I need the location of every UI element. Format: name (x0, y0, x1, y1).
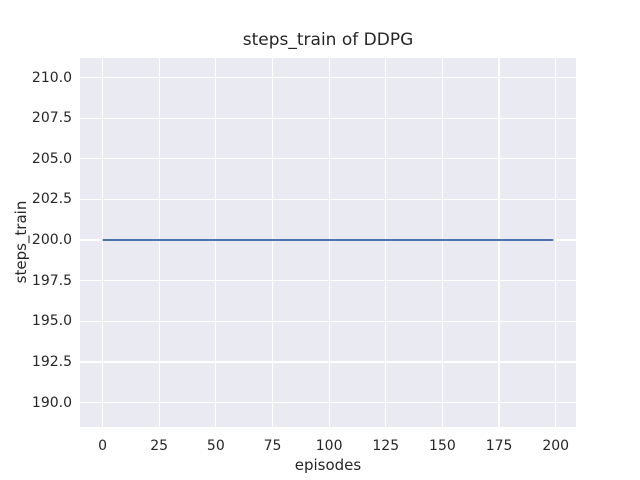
gridline-horizontal (80, 198, 576, 200)
gridline-vertical (215, 58, 217, 427)
y-tick-label: 195.0 (31, 313, 72, 330)
y-tick-label: 205.0 (31, 150, 72, 167)
x-tick-label: 0 (98, 438, 107, 454)
gridline-horizontal (80, 280, 576, 282)
series-plot (102, 239, 554, 242)
x-tick-label: 150 (429, 438, 456, 454)
gridline-horizontal (80, 117, 576, 119)
gridline-vertical (555, 58, 557, 427)
gridline-vertical (385, 58, 387, 427)
gridline-horizontal (80, 402, 576, 404)
y-tick-label: 207.5 (31, 110, 72, 127)
gridline-vertical (498, 58, 500, 427)
y-tick-label: 197.5 (31, 272, 72, 289)
x-tick-label: 75 (263, 438, 282, 454)
gridline-vertical (441, 58, 443, 427)
x-axis-label: episodes (294, 456, 362, 474)
gridline-vertical (328, 58, 330, 427)
plot-area (80, 58, 576, 427)
gridline-horizontal (80, 76, 576, 79)
y-tick-label: 202.5 (31, 191, 72, 208)
y-tick-label: 192.5 (31, 353, 72, 370)
gridline-vertical (158, 58, 160, 427)
y-tick-label: 200.0 (31, 232, 72, 249)
gridline-vertical (101, 58, 104, 427)
x-tick-label: 175 (485, 438, 513, 454)
chart-title: steps_train of DDPG (242, 30, 414, 50)
y-tick-label: 190.0 (31, 394, 72, 411)
x-tick-label: 25 (150, 438, 169, 454)
x-tick-label: 200 (542, 438, 570, 454)
gridline-horizontal (80, 320, 576, 322)
y-tick-label: 210.0 (31, 69, 72, 86)
gridline-horizontal (80, 361, 576, 363)
gridline-horizontal (80, 158, 576, 160)
gridline-vertical (271, 58, 274, 427)
x-tick-label: 125 (372, 438, 400, 454)
x-tick-label: 50 (206, 438, 225, 454)
x-tick-label: 100 (315, 438, 343, 454)
